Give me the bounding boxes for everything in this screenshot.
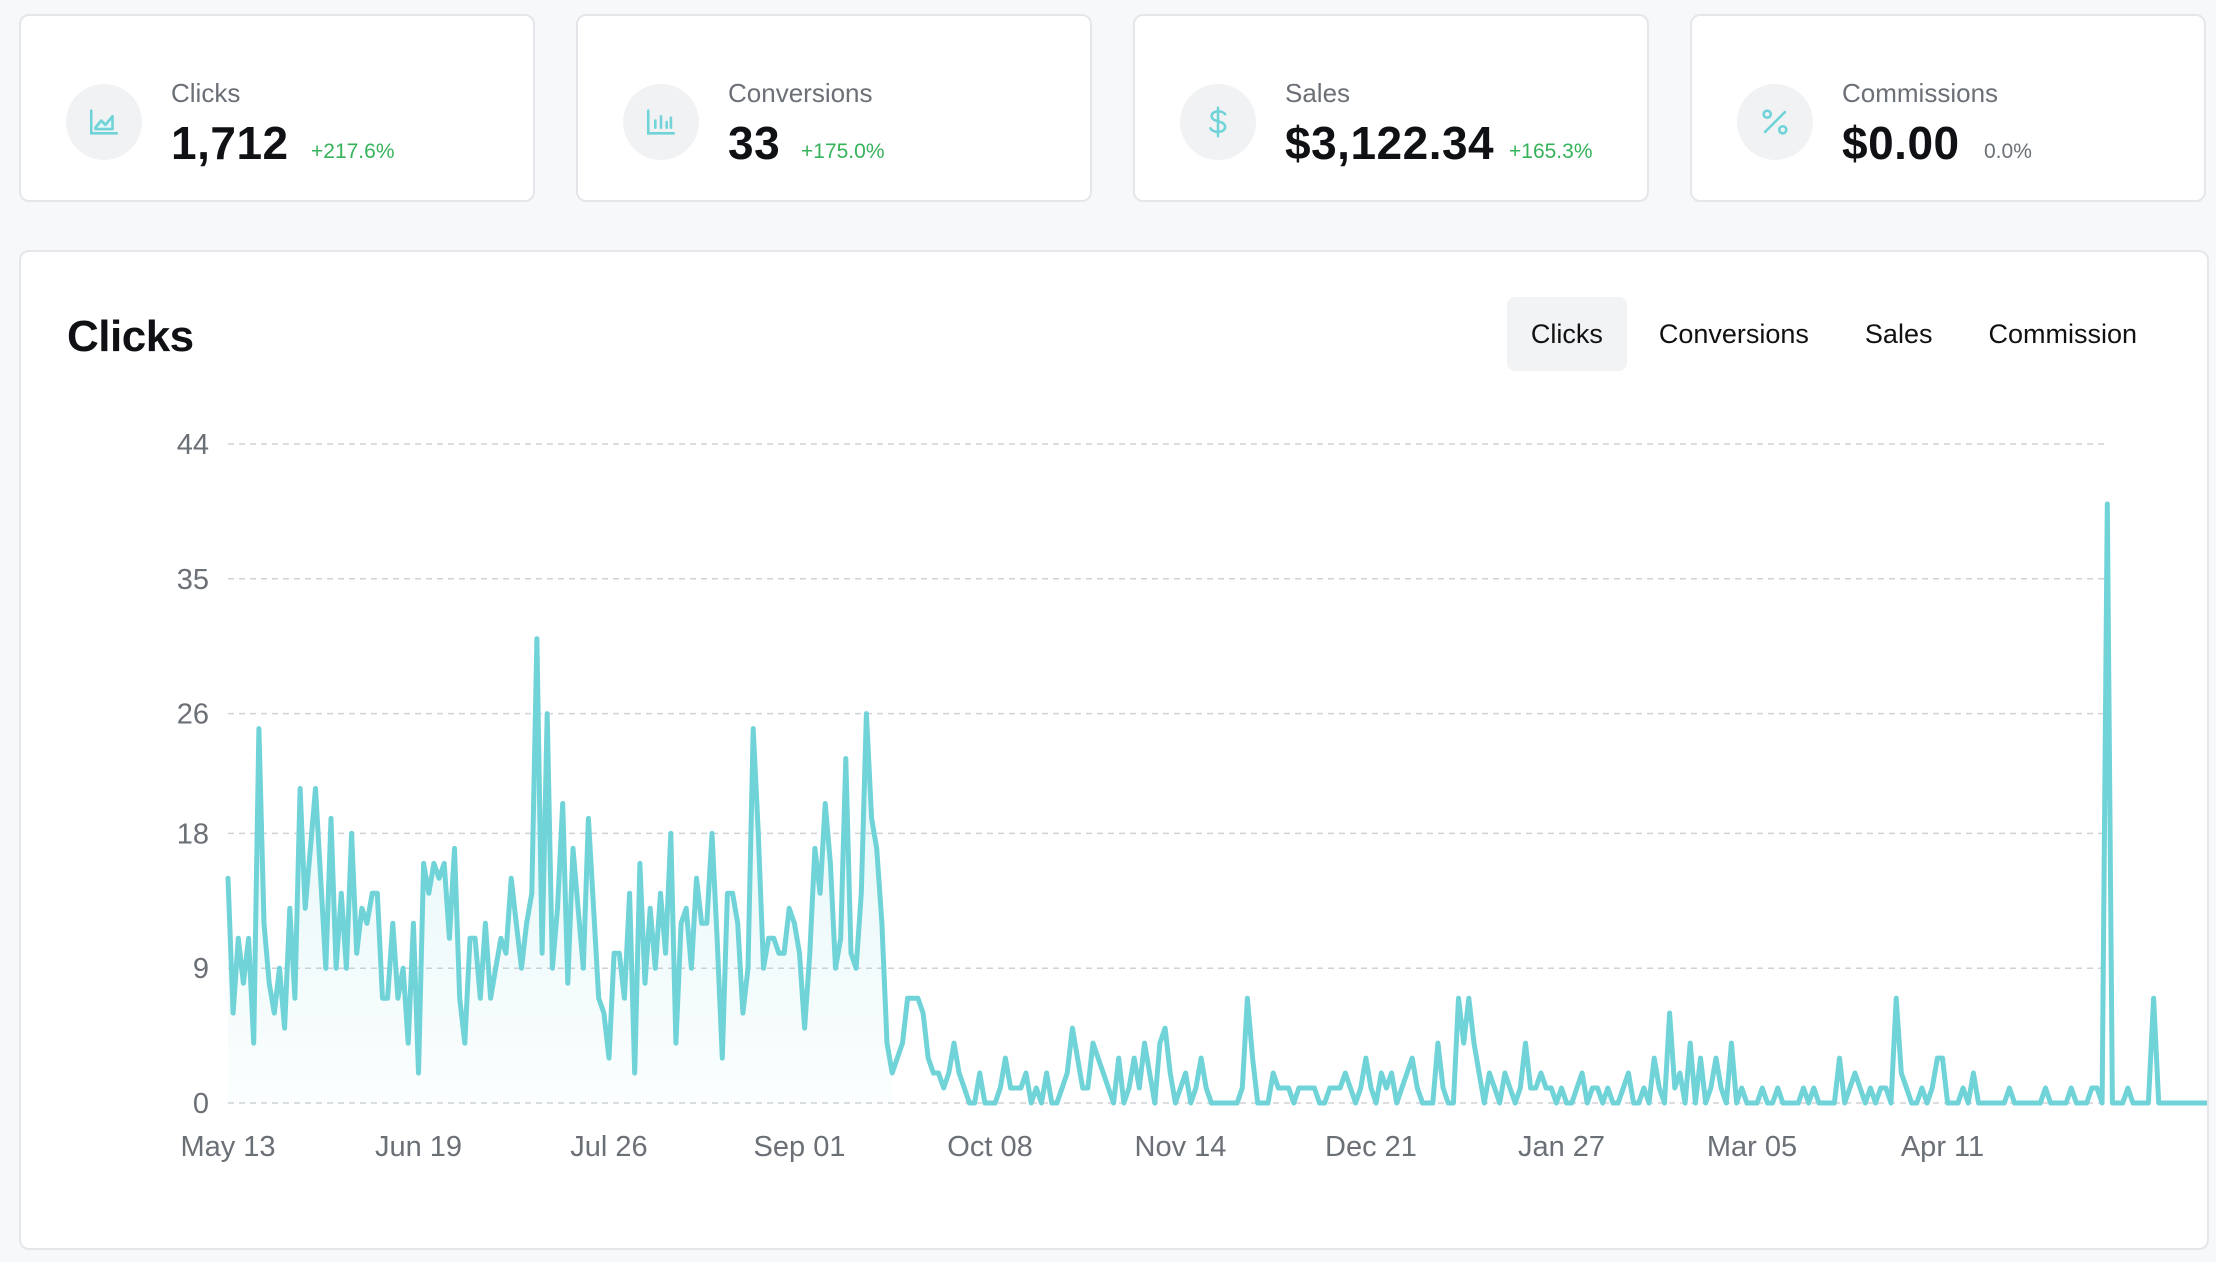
y-tick-label: 0 [193, 1088, 209, 1120]
y-tick-label: 18 [177, 818, 209, 850]
stat-label: Clicks [171, 78, 241, 108]
stat-label: Sales [1285, 78, 1351, 108]
dollar-icon [1180, 84, 1256, 160]
stat-change: +217.6% [311, 140, 395, 163]
metric-tabs: Clicks Conversions Sales Commission [1506, 297, 2161, 371]
y-tick-label: 35 [177, 564, 209, 596]
tab-sales[interactable]: Sales [1864, 318, 1933, 349]
stat-label: Commissions [1842, 78, 1999, 108]
chart-panel: Clicks Clicks Conversions Sales Commissi… [19, 250, 2209, 1250]
stat-change: 0.0% [1984, 140, 2032, 163]
chart-title: Clicks [67, 312, 194, 361]
x-tick-label: Oct 08 [947, 1131, 1032, 1163]
x-tick-label: Mar 05 [1707, 1131, 1797, 1163]
clicks-stat-card: Clicks 1,712 +217.6% [19, 14, 535, 202]
conversions-stat-card: Conversions 33 +175.0% [576, 14, 1092, 202]
stat-value: 33 [728, 117, 781, 169]
x-tick-label: Apr 11 [1901, 1131, 1984, 1163]
sales-stat-card: Sales $3,122.34 +165.3% [1133, 14, 1649, 202]
stat-value: $0.00 [1842, 117, 1960, 169]
stat-change: +175.0% [801, 140, 885, 163]
y-tick-label: 44 [177, 429, 209, 461]
x-tick-label: Jul 26 [570, 1131, 647, 1163]
y-tick-label: 26 [177, 699, 209, 731]
x-tick-label: Jan 27 [1518, 1131, 1605, 1163]
stat-value: $3,122.34 [1285, 117, 1495, 169]
tab-conversions[interactable]: Conversions [1658, 318, 1809, 349]
x-tick-label: Jun 19 [375, 1131, 462, 1163]
stat-value: 1,712 [171, 117, 289, 169]
tab-commission[interactable]: Commission [1988, 318, 2137, 349]
tab-clicks[interactable]: Clicks [1506, 297, 1627, 371]
percent-icon [1737, 84, 1813, 160]
x-tick-label: Nov 14 [1135, 1131, 1227, 1163]
y-tick-label: 9 [193, 953, 209, 985]
clicks-line-chart: 0 9 18 26 35 44 May 13 Jun 19 Jul 26 Sep 01 Oct 0… [177, 429, 2207, 1163]
stat-change: +165.3% [1509, 140, 1593, 163]
stat-label: Conversions [728, 78, 873, 108]
area-chart-icon [66, 84, 142, 160]
bar-chart-icon [623, 84, 699, 160]
stats-row: Clicks 1,712 +217.6% Conversions 33 +175… [0, 0, 2216, 210]
series-line [225, 501, 2207, 1106]
x-tick-label: Dec 21 [1325, 1131, 1417, 1163]
x-tick-label: May 13 [180, 1131, 275, 1163]
x-tick-label: Sep 01 [754, 1131, 846, 1163]
commissions-stat-card: Commissions $0.00 0.0% [1690, 14, 2206, 202]
